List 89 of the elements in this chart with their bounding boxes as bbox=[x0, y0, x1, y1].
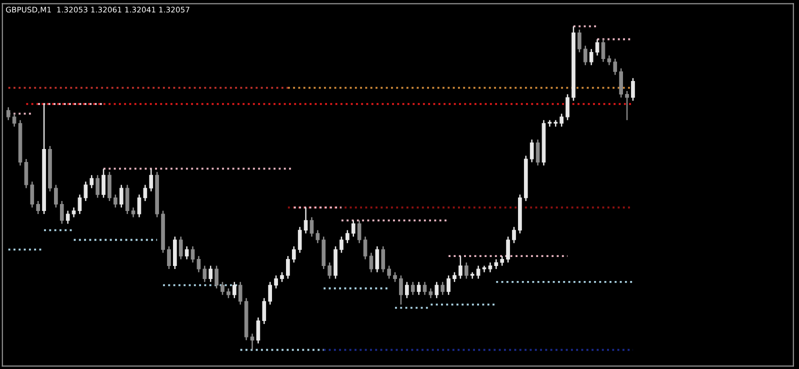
candlestick bbox=[410, 281, 415, 296]
candlestick bbox=[214, 265, 218, 290]
candlestick bbox=[262, 297, 266, 325]
candlestick bbox=[256, 316, 260, 344]
candlestick bbox=[440, 281, 445, 296]
candlestick bbox=[119, 184, 124, 208]
candlestick bbox=[607, 54, 612, 66]
candlestick bbox=[452, 272, 456, 283]
candlestick bbox=[286, 255, 290, 280]
candlestick bbox=[90, 174, 94, 189]
candlestick bbox=[137, 194, 142, 218]
candlestick bbox=[298, 226, 302, 254]
candlestick bbox=[220, 281, 224, 296]
candlestick bbox=[589, 48, 594, 66]
candlestick bbox=[238, 281, 242, 306]
candlestick bbox=[316, 230, 320, 244]
candlestick bbox=[560, 113, 564, 128]
candlestick bbox=[595, 38, 600, 56]
candlestick bbox=[226, 288, 230, 299]
candlestick bbox=[512, 226, 516, 244]
candlestick bbox=[310, 216, 314, 238]
candlestick bbox=[458, 255, 462, 280]
candlestick bbox=[446, 274, 450, 296]
candlestick bbox=[232, 281, 236, 299]
candlestick bbox=[328, 262, 332, 280]
candlestick bbox=[434, 281, 439, 299]
candlestick bbox=[428, 288, 433, 299]
candlestick bbox=[381, 246, 386, 273]
candlestick bbox=[536, 138, 540, 166]
candlestick bbox=[24, 158, 28, 189]
candlestick bbox=[583, 45, 588, 66]
candlestick bbox=[60, 200, 64, 224]
candlestick bbox=[625, 90, 629, 121]
candlestick bbox=[387, 265, 391, 280]
candlestick bbox=[196, 255, 201, 273]
candlestick bbox=[566, 94, 570, 121]
candlestick bbox=[631, 77, 635, 102]
candlestick bbox=[202, 265, 207, 283]
candlestick bbox=[143, 184, 148, 202]
candlestick bbox=[268, 281, 272, 306]
candlestick bbox=[500, 255, 504, 266]
candlestick bbox=[613, 58, 618, 76]
candlestick bbox=[36, 200, 40, 215]
candlestick bbox=[578, 28, 582, 53]
candlestick bbox=[54, 184, 58, 208]
candlestick bbox=[72, 206, 76, 218]
candlestick bbox=[393, 272, 397, 283]
candlestick bbox=[601, 38, 606, 63]
candlestick bbox=[184, 246, 189, 260]
candlestick bbox=[108, 171, 112, 202]
candlestick bbox=[363, 236, 368, 260]
candlestick bbox=[530, 138, 534, 163]
candlestick bbox=[12, 113, 16, 128]
candlestick bbox=[292, 246, 296, 264]
candlestick bbox=[399, 274, 403, 306]
candlestick bbox=[375, 246, 380, 273]
candlestick bbox=[304, 206, 308, 234]
candlestick bbox=[369, 252, 374, 273]
candlestick bbox=[488, 262, 492, 273]
candlestick bbox=[84, 181, 88, 202]
candlestick bbox=[78, 194, 82, 215]
candlestick bbox=[149, 168, 154, 192]
candlestick bbox=[66, 210, 70, 224]
candlestick bbox=[167, 246, 171, 270]
candlestick bbox=[346, 230, 350, 244]
candlestick bbox=[30, 181, 34, 208]
candlestick bbox=[619, 68, 623, 98]
candlestick bbox=[274, 274, 278, 290]
candlestick bbox=[357, 220, 362, 244]
candlestick bbox=[340, 236, 344, 254]
candlestick bbox=[250, 333, 254, 350]
candlestick bbox=[208, 265, 213, 283]
candlestick bbox=[351, 220, 356, 238]
candlestick bbox=[114, 194, 118, 208]
candlestick bbox=[96, 174, 100, 198]
candlestick bbox=[422, 281, 427, 296]
candlestick bbox=[125, 184, 130, 215]
candlestick bbox=[506, 236, 510, 264]
candlestick bbox=[102, 168, 106, 198]
candlestick bbox=[190, 246, 195, 264]
candlestick bbox=[178, 236, 183, 260]
candlestick bbox=[6, 106, 10, 121]
candlestick bbox=[280, 272, 284, 283]
candlestick bbox=[405, 281, 409, 299]
candlestick bbox=[494, 258, 498, 270]
candlestick bbox=[464, 262, 468, 280]
candlestick bbox=[416, 281, 421, 296]
candlestick bbox=[131, 206, 136, 218]
candlestick bbox=[476, 265, 480, 280]
